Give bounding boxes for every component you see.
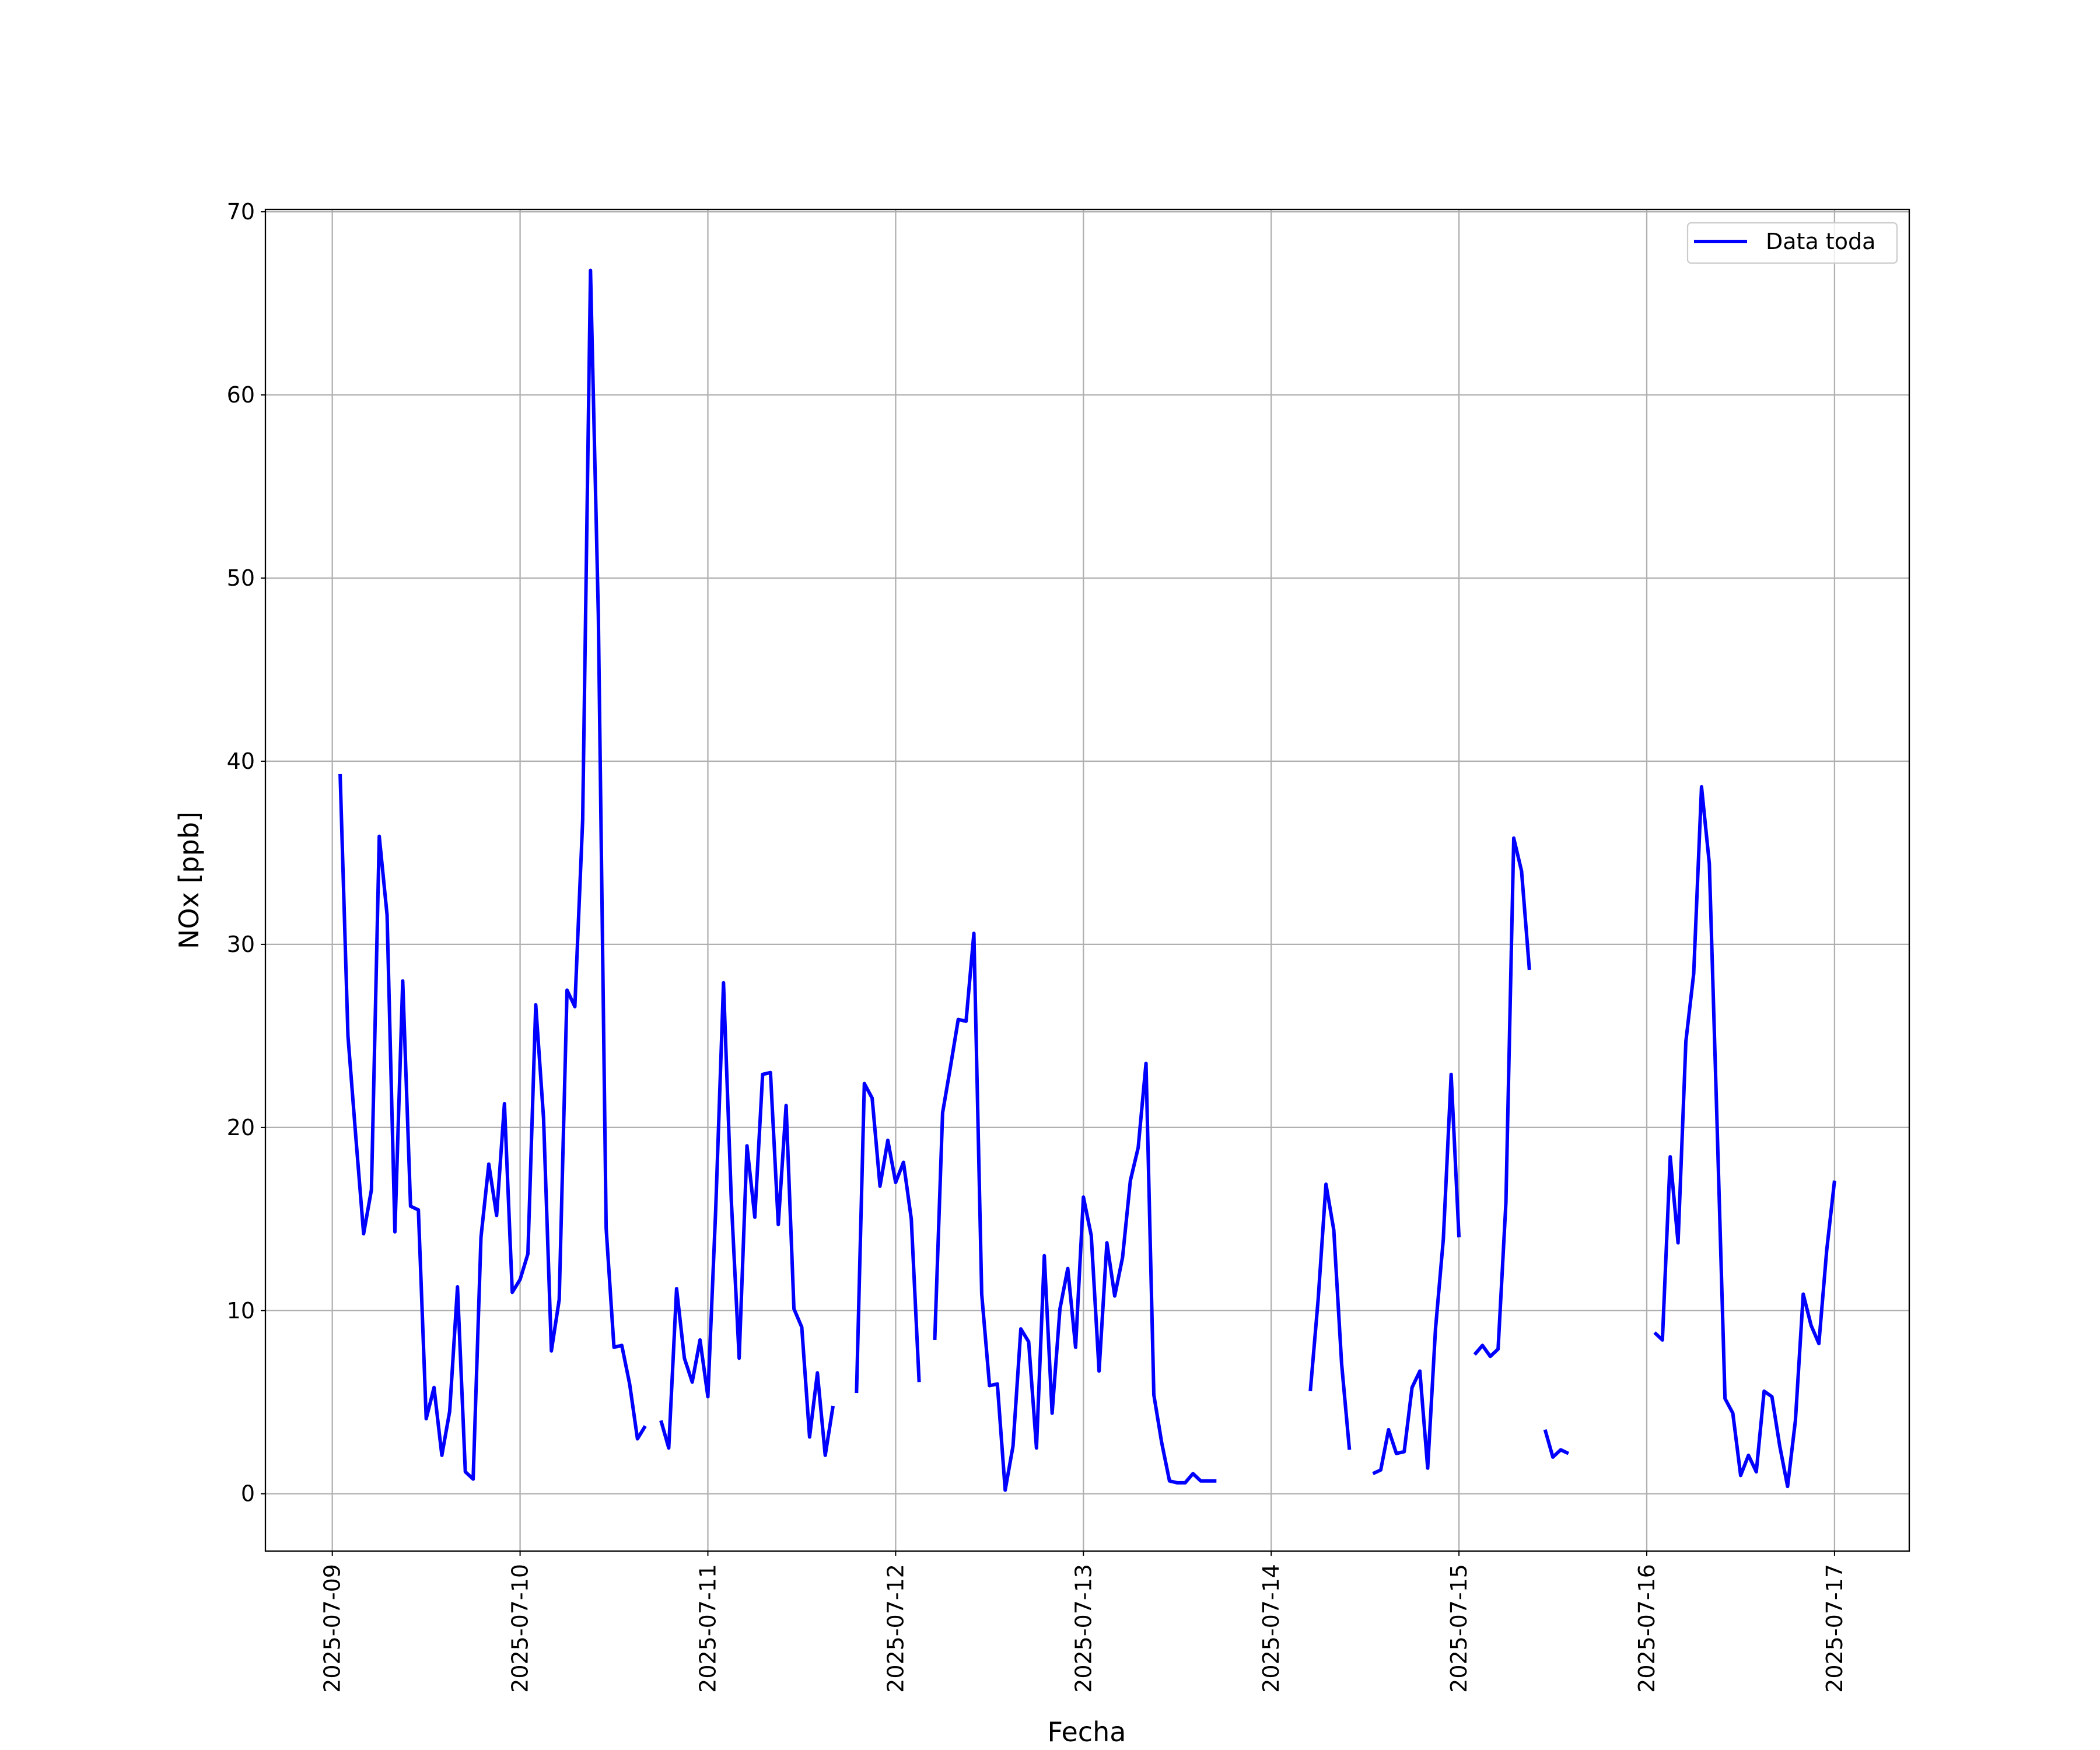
ticks: 0 10 20 30 40 50 60 70 2025-07-09 2025-07-10 2025-… bbox=[227, 199, 1847, 1693]
x-tick-label: 2025-07-13 bbox=[1070, 1564, 1096, 1693]
legend: Data toda bbox=[1686, 222, 1898, 264]
plot-lines bbox=[338, 268, 1836, 1492]
x-axis-label: Fecha bbox=[1048, 1716, 1126, 1748]
y-tick-label: 0 bbox=[241, 1481, 255, 1507]
x-tick-label: 2025-07-16 bbox=[1634, 1564, 1660, 1693]
x-tick-label: 2025-07-17 bbox=[1822, 1564, 1847, 1693]
x-tick-label: 2025-07-12 bbox=[883, 1564, 908, 1693]
legend-box bbox=[1686, 222, 1898, 264]
y-tick-label: 70 bbox=[227, 199, 255, 225]
y-tick-label: 40 bbox=[227, 748, 255, 774]
legend-label: Data toda bbox=[1766, 229, 1875, 254]
x-tick-label: 2025-07-14 bbox=[1258, 1564, 1284, 1693]
y-tick-label: 20 bbox=[227, 1115, 255, 1140]
x-tick-label: 2025-07-15 bbox=[1446, 1564, 1472, 1693]
y-tick-label: 50 bbox=[227, 565, 255, 591]
y-tick-label: 30 bbox=[227, 932, 255, 957]
x-tick-label: 2025-07-11 bbox=[695, 1564, 720, 1693]
axes-frame bbox=[264, 208, 1910, 1552]
x-tick-label: 2025-07-09 bbox=[320, 1564, 345, 1693]
grid bbox=[265, 209, 1909, 1551]
x-tick-label: 2025-07-10 bbox=[508, 1564, 533, 1693]
y-tick-label: 10 bbox=[227, 1298, 255, 1324]
data-line bbox=[338, 268, 1836, 1492]
y-tick-label: 60 bbox=[227, 382, 255, 408]
y-axis-label: NOx [ppb] bbox=[173, 811, 205, 949]
